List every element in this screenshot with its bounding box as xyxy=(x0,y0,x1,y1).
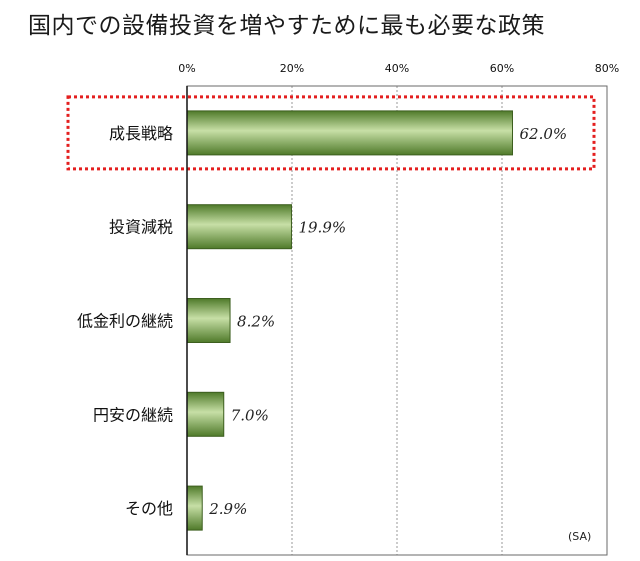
x-tick-label: 80% xyxy=(595,62,619,75)
data-label: 62.0% xyxy=(520,125,568,143)
bar xyxy=(186,298,231,343)
highlight-box xyxy=(66,95,596,171)
x-tick-label: 0% xyxy=(178,62,195,75)
data-label: 8.2% xyxy=(237,313,275,331)
chart-title: 国内での設備投資を増やすために最も必要な政策 xyxy=(28,13,545,39)
category-label: その他 xyxy=(125,499,173,518)
bar xyxy=(186,204,292,250)
data-label: 19.9% xyxy=(298,219,346,237)
plot-frame xyxy=(186,85,608,556)
grid-lines xyxy=(291,86,503,555)
x-tick-label: 40% xyxy=(385,62,409,75)
bar xyxy=(186,391,225,437)
x-tick-label: 60% xyxy=(490,62,514,75)
sample-note: (SA) xyxy=(568,530,591,543)
category-label: 低金利の継続 xyxy=(77,312,173,331)
category-label: 成長戦略 xyxy=(109,124,173,143)
category-label: 円安の継続 xyxy=(93,405,173,424)
category-label: 投資減税 xyxy=(109,218,173,237)
highlight-frame xyxy=(66,95,596,171)
x-tick-label: 20% xyxy=(280,62,304,75)
data-label: 2.9% xyxy=(208,500,247,518)
bar xyxy=(186,110,513,156)
value-labels: 62.0% 19.9% 8.2% 7.0% 2.9% xyxy=(208,125,567,518)
bar xyxy=(186,485,203,531)
bars xyxy=(186,110,513,531)
x-axis-ticks: 0% 20% 40% 60% 80% xyxy=(178,62,619,75)
data-label: 7.0% xyxy=(231,406,269,424)
